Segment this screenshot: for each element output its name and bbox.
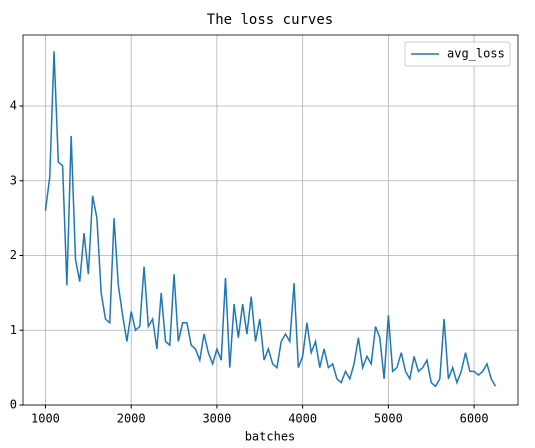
y-tick-label: 0 [10,398,17,412]
legend-box [404,41,511,67]
y-tick-label: 1 [10,323,17,337]
x-axis-label: batches [245,430,296,444]
legend-label: avg_loss [447,47,505,61]
y-tick-label: 2 [10,248,17,262]
x-tick-label: 1000 [31,412,60,426]
x-tick-label: 2000 [117,412,146,426]
x-tick-label: 4000 [288,412,317,426]
plot-frame [22,34,519,406]
chart-title: The loss curves [207,12,333,28]
x-tick-label: 3000 [202,412,231,426]
y-tick-label: 4 [10,99,17,113]
line [44,51,497,388]
y-tick-label: 3 [10,173,17,187]
x-tick-label: 6000 [460,412,489,426]
x-tick-label: 5000 [374,412,403,426]
